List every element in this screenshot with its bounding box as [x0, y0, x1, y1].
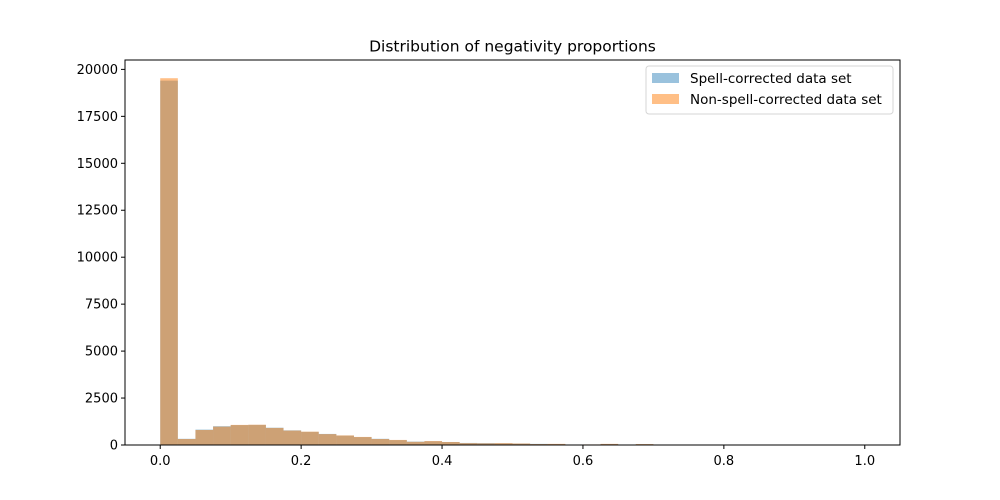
y-tick-label: 12500: [77, 204, 118, 219]
x-tick-label: 0.2: [291, 454, 312, 469]
x-tick-label: 0.0: [150, 454, 171, 469]
x-tick-label: 0.4: [432, 454, 453, 469]
bar-series-1-bin-15: [424, 441, 443, 445]
bar-series-1-bin-3: [213, 426, 231, 445]
bar-series-1-bin-25: [600, 443, 619, 445]
bar-series-1-bin-10: [336, 435, 354, 445]
bar-series-1-bin-2: [195, 429, 214, 445]
legend-swatch-spell-corrected: [652, 73, 679, 83]
bar-series-1-bin-19: [494, 443, 513, 445]
y-tick-label: 20000: [77, 63, 118, 78]
bar-series-1-bin-12: [371, 438, 390, 445]
bar-series-1-bin-5: [248, 424, 266, 445]
y-tick-label: 10000: [77, 251, 118, 266]
legend: Spell-corrected data set Non-spell-corre…: [645, 65, 894, 115]
bar-series-1-bin-11: [353, 436, 372, 445]
legend-swatch-non-spell-corrected: [652, 94, 679, 104]
x-tick-label: 0.8: [714, 454, 735, 469]
y-tick-label: 0: [110, 439, 118, 454]
bar-series-1-bin-1: [177, 438, 196, 445]
bar-series-1-bin-17: [459, 443, 478, 445]
bar-series-1-bin-14: [406, 441, 425, 445]
bar-series-1-bin-18: [477, 443, 495, 445]
bar-series-1-bin-4: [230, 424, 249, 445]
bar-series-1-bin-9: [318, 434, 337, 445]
x-tick-label: 1.0: [854, 454, 875, 469]
plot-frame: [124, 59, 901, 446]
y-tick-label: 15000: [77, 157, 118, 172]
chart-title: Distribution of negativity proportions: [369, 38, 656, 56]
x-tick-label: 0.6: [573, 454, 594, 469]
bar-series-1-bin-0: [160, 78, 178, 445]
legend-box: [645, 65, 894, 115]
bar-series-1-bin-13: [389, 439, 407, 445]
bar-series-1-bin-7: [283, 430, 302, 445]
y-tick-label: 17500: [77, 110, 118, 125]
bar-series-1-bin-16: [442, 441, 460, 445]
y-tick-label: 2500: [85, 392, 118, 407]
bar-series-1-bin-6: [265, 427, 284, 445]
legend-label-spell-corrected: Spell-corrected data set: [690, 71, 852, 87]
legend-label-non-spell-corrected: Non-spell-corrected data set: [690, 92, 882, 108]
bar-series-1-bin-8: [301, 431, 319, 445]
bar-series-1-bin-20: [512, 443, 531, 445]
y-tick-label: 7500: [85, 298, 118, 313]
bar-series-1-bin-22: [547, 443, 566, 445]
y-tick-label: 5000: [85, 345, 118, 360]
